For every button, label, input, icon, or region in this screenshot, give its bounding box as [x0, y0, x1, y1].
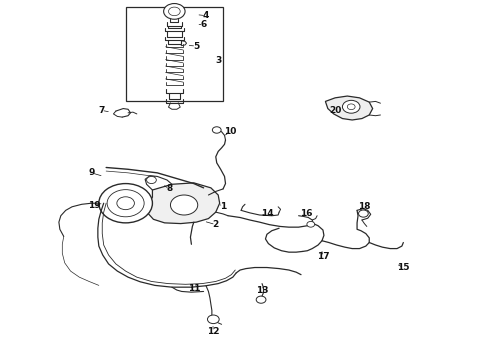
Text: 18: 18 — [358, 202, 370, 211]
Text: 13: 13 — [256, 286, 269, 295]
Text: 6: 6 — [200, 20, 207, 29]
Polygon shape — [325, 96, 373, 120]
Polygon shape — [147, 183, 220, 224]
Circle shape — [171, 195, 198, 215]
Text: 12: 12 — [207, 327, 220, 336]
Circle shape — [256, 296, 266, 303]
Circle shape — [117, 197, 134, 210]
Circle shape — [307, 221, 315, 227]
Circle shape — [207, 315, 219, 324]
Circle shape — [107, 190, 144, 217]
Circle shape — [169, 7, 180, 16]
Text: 5: 5 — [193, 41, 199, 50]
Text: 16: 16 — [300, 210, 312, 219]
Circle shape — [99, 184, 152, 223]
Text: 9: 9 — [88, 168, 95, 177]
Text: 8: 8 — [167, 184, 172, 193]
Circle shape — [347, 104, 355, 110]
Text: 4: 4 — [203, 11, 209, 20]
Text: 17: 17 — [317, 252, 329, 261]
Text: 2: 2 — [213, 220, 219, 229]
Text: 11: 11 — [188, 284, 200, 293]
Circle shape — [359, 210, 368, 217]
Text: 3: 3 — [215, 56, 221, 65]
Text: 10: 10 — [224, 127, 237, 136]
Text: 20: 20 — [329, 106, 342, 115]
Circle shape — [343, 100, 360, 113]
Circle shape — [147, 176, 156, 184]
Text: 7: 7 — [98, 106, 104, 115]
Bar — [125, 7, 223, 102]
Text: 19: 19 — [88, 201, 100, 210]
Circle shape — [164, 4, 185, 19]
Text: 14: 14 — [261, 210, 273, 219]
Text: 15: 15 — [397, 263, 410, 272]
Circle shape — [212, 127, 221, 133]
Text: 1: 1 — [220, 202, 226, 211]
